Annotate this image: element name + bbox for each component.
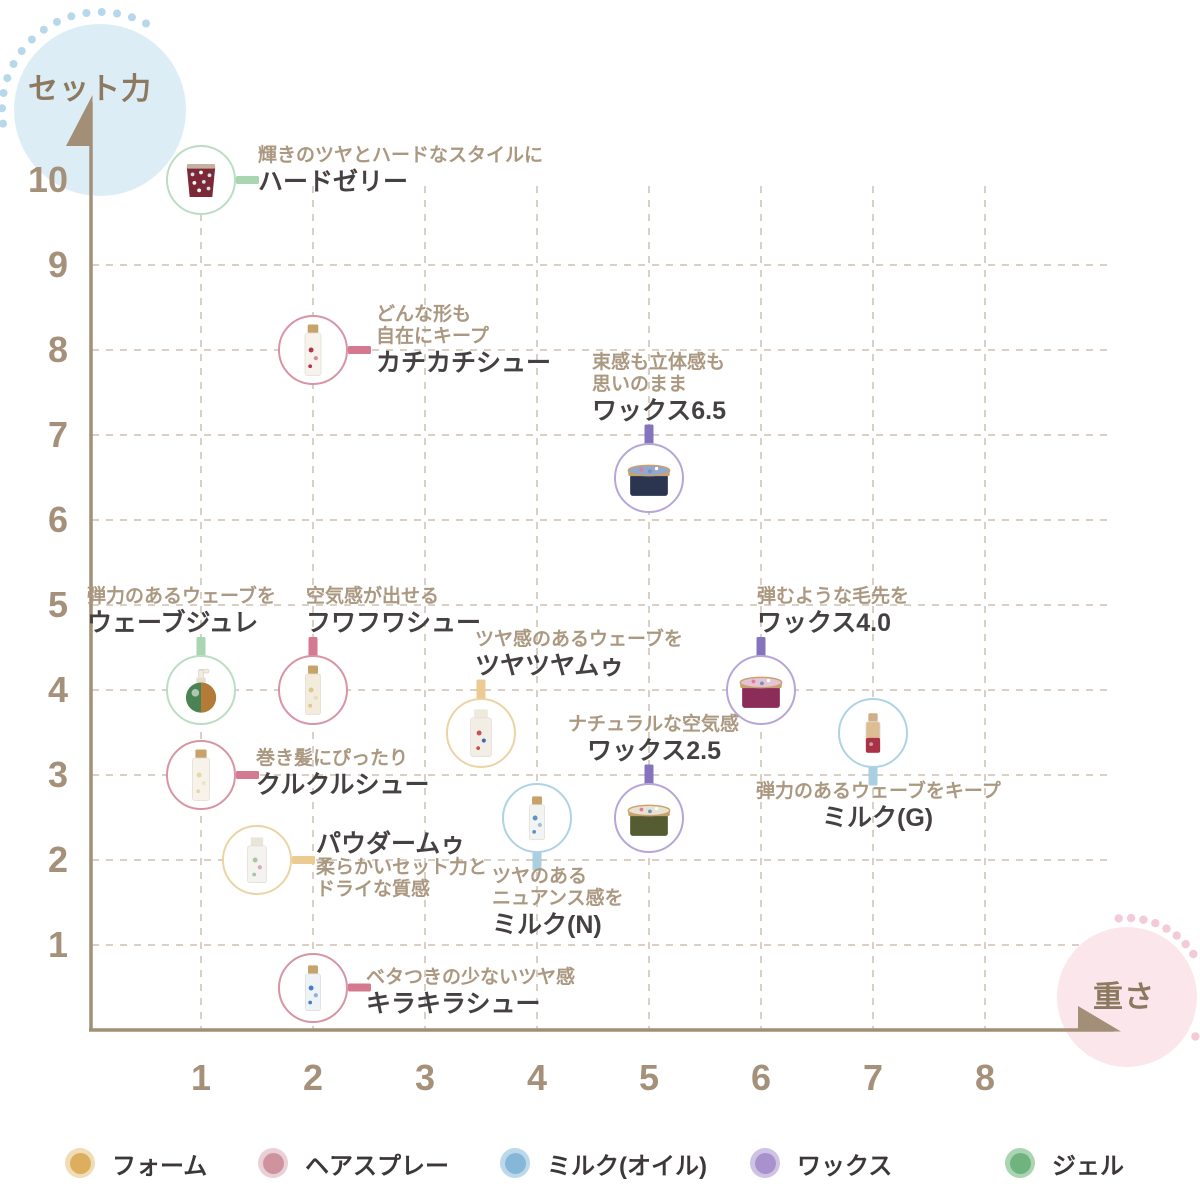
product-marker-gel-3[interactable] [166, 655, 236, 725]
product-photo-icon [529, 795, 545, 840]
label-connector [236, 771, 259, 779]
label-connector [196, 637, 206, 657]
label-connector [348, 983, 371, 992]
product-photo-icon [865, 712, 881, 753]
product-photo-icon [739, 676, 783, 708]
x-axis-bubble [1057, 927, 1197, 1067]
product-photo-icon [627, 804, 671, 836]
label-connector [644, 764, 654, 785]
product-marker-milk-7[interactable] [838, 697, 908, 768]
product-photo-icon [627, 464, 671, 496]
product-photo-icon [186, 163, 216, 197]
product-marker-wax-9[interactable] [614, 782, 684, 853]
x-bubble-dot-arc [1114, 913, 1200, 1041]
y-axis-arrow-icon [66, 95, 93, 146]
product-marker-foam-11[interactable] [222, 825, 292, 895]
product-marker-milk-10[interactable] [502, 782, 572, 853]
product-photo-icon [247, 837, 267, 884]
product-marker-spray-12[interactable] [278, 952, 348, 1023]
product-marker-wax-6[interactable] [726, 655, 796, 725]
label-connector [236, 176, 259, 184]
product-photo-icon [192, 749, 210, 801]
product-photo-icon [304, 324, 322, 376]
x-axis-label: 重さ [1093, 981, 1155, 1014]
product-marker-spray-1[interactable] [278, 315, 348, 385]
label-connector [868, 765, 878, 786]
label-connector [476, 679, 486, 700]
label-connector [292, 856, 315, 864]
axes [66, 95, 1121, 1032]
label-connector [644, 424, 654, 445]
x-axis-arrow-icon [1078, 1006, 1121, 1032]
product-photo-icon [305, 665, 321, 715]
y-axis-bubble [14, 24, 186, 196]
product-marker-wax-2[interactable] [614, 442, 684, 513]
label-connector [308, 637, 318, 657]
y-bubble-dot-arc [0, 8, 150, 128]
product-photo-icon [305, 964, 321, 1011]
gridlines [92, 186, 1112, 1029]
label-connector [348, 346, 371, 354]
product-marker-gel-0[interactable] [166, 145, 236, 215]
product-marker-spray-4[interactable] [278, 655, 348, 725]
label-connector [532, 850, 542, 871]
product-photo-icon [470, 708, 492, 757]
product-marker-spray-8[interactable] [166, 740, 236, 810]
product-photo-icon [185, 668, 217, 713]
label-connector [756, 637, 766, 657]
product-marker-foam-5[interactable] [446, 697, 516, 768]
y-axis-label: セット力 [28, 73, 152, 106]
